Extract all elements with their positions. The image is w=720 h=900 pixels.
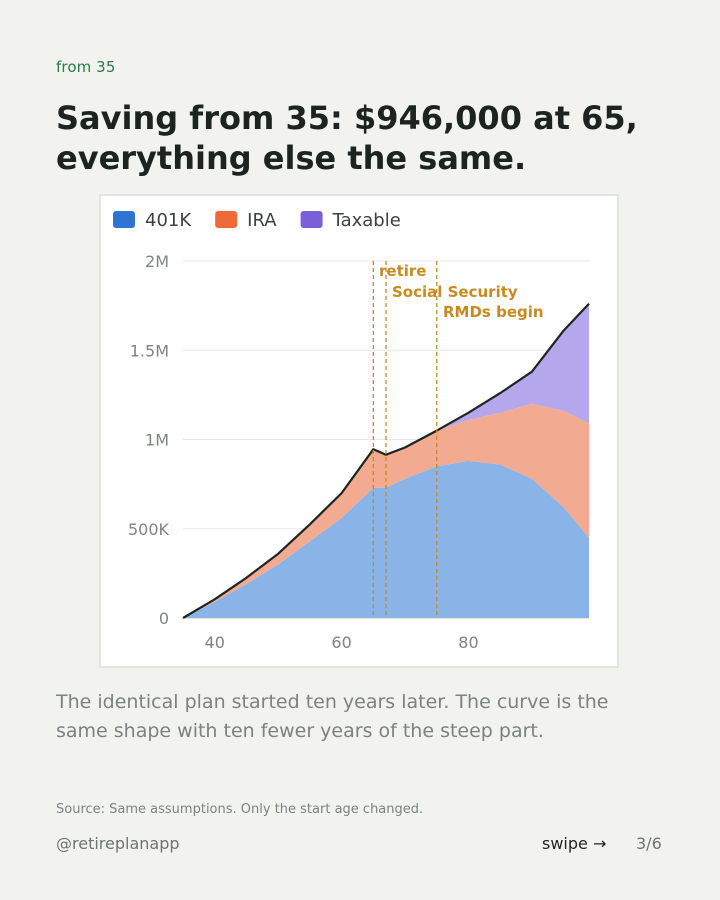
y-tick-label: 500K: [128, 520, 170, 539]
area-401k: [183, 460, 589, 618]
y-tick-label: 0: [159, 609, 169, 628]
annotation-label: retire: [379, 262, 426, 280]
y-tick-label: 1.5M: [130, 341, 169, 360]
legend-label-401k: 401K: [145, 210, 192, 231]
page-indicator: 3/6: [636, 834, 662, 853]
y-tick-label: 2M: [145, 252, 169, 271]
eyebrow-label: from 35: [56, 58, 116, 76]
x-tick-label: 60: [331, 633, 351, 652]
y-tick-label: 1M: [145, 431, 169, 450]
swipe-hint[interactable]: swipe →: [542, 834, 607, 853]
annotation-label: Social Security: [392, 283, 518, 301]
annotation-label: RMDs begin: [443, 303, 544, 321]
x-tick-label: 80: [458, 633, 478, 652]
chart-card: 0 500K 1M 1.5M 2M 40 60 80 retire Social Security…: [99, 194, 619, 668]
legend-label-ira: IRA: [247, 210, 277, 231]
legend-swatch-taxable: [300, 211, 323, 228]
area-ira: [183, 403, 589, 618]
account-handle[interactable]: @retireplanapp: [56, 834, 180, 853]
source-note: Source: Same assumptions. Only the start…: [56, 802, 424, 817]
headline: Saving from 35: $946,000 at 65, everythi…: [56, 99, 638, 177]
legend-label-taxable: Taxable: [332, 210, 401, 231]
legend-swatch-ira: [215, 211, 238, 228]
stacked-area-chart: 0 500K 1M 1.5M 2M 40 60 80 retire Social Security…: [113, 210, 590, 652]
caption: The identical plan started ten years lat…: [56, 691, 609, 742]
total-line: [182, 303, 590, 619]
x-tick-label: 40: [205, 633, 225, 652]
legend-swatch-401k: [113, 211, 135, 228]
